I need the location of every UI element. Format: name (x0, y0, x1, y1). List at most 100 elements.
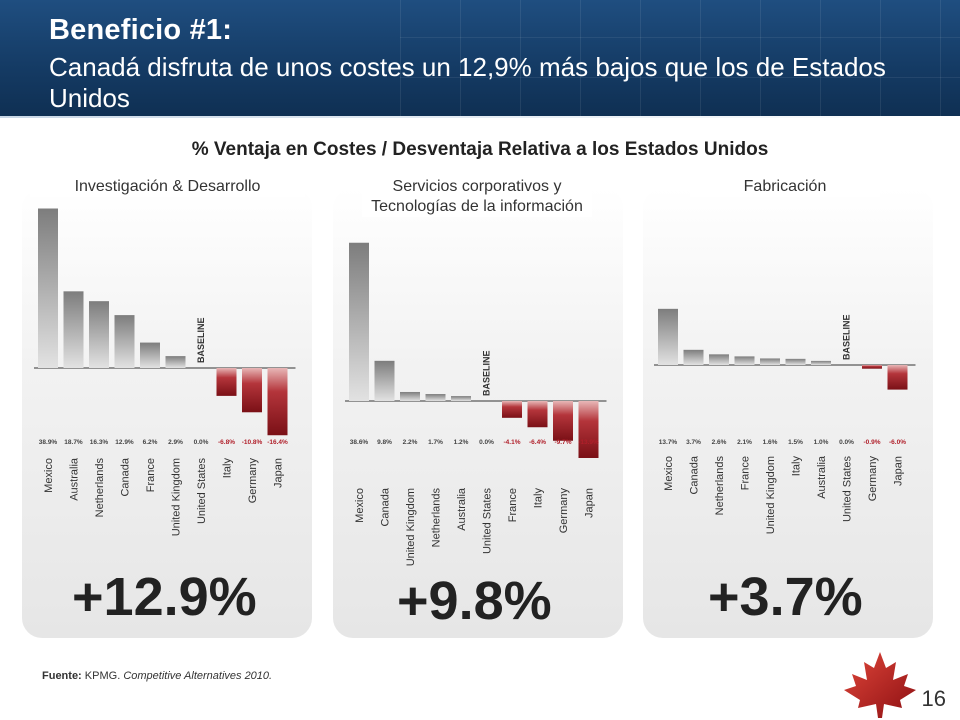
bar-united-kingdom (760, 358, 780, 365)
data-label: 1.5% (788, 439, 803, 446)
maple-leaf-icon (844, 652, 916, 718)
panel-manufacturing (643, 188, 933, 638)
category-label: Japan (584, 488, 596, 518)
data-label: 18.7% (64, 439, 83, 446)
bar-italy (527, 401, 548, 428)
category-label: France (145, 458, 157, 492)
category-label: United States (196, 458, 208, 525)
category-label: Australia (816, 455, 828, 499)
data-label: 0.0% (479, 439, 494, 446)
bar-netherlands (709, 354, 729, 365)
bar-canada (114, 315, 135, 368)
category-label: United States (482, 488, 494, 555)
bar-france (502, 401, 522, 418)
bar-germany (242, 368, 262, 413)
bar-australia (811, 360, 831, 365)
source-label: Fuente: (42, 670, 82, 682)
category-label: Japan (893, 456, 905, 486)
category-label: France (740, 456, 752, 490)
headline-manufacturing: +3.7% (708, 567, 863, 627)
bar-australia (451, 396, 471, 401)
data-label: 0.0% (839, 439, 854, 446)
data-label: 0.0% (194, 439, 209, 446)
category-label: Germany (558, 488, 570, 534)
data-label: -16.4% (267, 439, 288, 446)
bar-mexico (38, 208, 58, 368)
data-label: 1.7% (428, 439, 443, 446)
category-label: Canada (689, 455, 701, 494)
data-label: 2.6% (712, 439, 727, 446)
bar-netherlands (425, 394, 446, 401)
category-label: Italy (222, 458, 234, 479)
baseline-label: BASELINE (196, 317, 206, 363)
data-label: -13.9% (578, 439, 599, 446)
data-label: -4.1% (504, 439, 521, 446)
category-label: United States (842, 456, 854, 523)
bar-united-kingdom (400, 391, 420, 401)
bar-france (140, 342, 160, 368)
category-label: Netherlands (431, 488, 443, 548)
bar-netherlands (89, 301, 109, 368)
category-label: Australia (456, 487, 468, 531)
data-label: -6.4% (529, 439, 546, 446)
data-label: 2.2% (403, 439, 418, 446)
bar-japan (267, 368, 288, 436)
headline-services: +9.8% (397, 571, 552, 631)
category-label: France (507, 488, 519, 522)
data-label: 2.1% (737, 439, 752, 446)
category-label: Mexico (663, 456, 675, 491)
headline-rd: +12.9% (72, 567, 257, 627)
data-label: 2.9% (168, 439, 183, 446)
data-label: 38.6% (350, 439, 369, 446)
category-label: Australia (69, 457, 81, 501)
data-label: 6.2% (143, 439, 158, 446)
source-author: KPMG. (84, 670, 121, 682)
data-label: -6.0% (889, 439, 906, 446)
bar-germany (553, 401, 573, 441)
bar-canada (374, 360, 395, 401)
panel-title-rd: Investigación & Desarrollo (30, 177, 305, 197)
data-label: 3.7% (686, 439, 701, 446)
panel-rd (22, 188, 312, 638)
data-label: 1.6% (763, 439, 778, 446)
data-label: 1.0% (814, 439, 829, 446)
category-label: Netherlands (714, 456, 726, 516)
data-label: 16.3% (90, 439, 109, 446)
slide-subtitle: Canadá disfruta de unos costes un 12,9% … (49, 52, 886, 113)
category-label: Netherlands (94, 458, 106, 518)
bar-france (734, 356, 755, 365)
bar-mexico (349, 242, 369, 401)
bar-united-kingdom (165, 356, 186, 368)
header-banner (0, 0, 960, 118)
bar-italy (785, 358, 806, 365)
panel-services (333, 188, 623, 638)
panel-title-services: Servicios corporativos y Tecnologías de … (362, 177, 592, 217)
source-note: Fuente: KPMG. Competitive Alternatives 2… (42, 670, 272, 682)
page-number: 16 (921, 686, 946, 711)
baseline-label: BASELINE (842, 314, 852, 360)
category-label: United Kingdom (405, 488, 417, 566)
source-title: Competitive Alternatives 2010. (123, 670, 273, 682)
bar-germany (862, 365, 882, 369)
data-label: 38.9% (39, 439, 58, 446)
data-label: 1.2% (454, 439, 469, 446)
bar-canada (683, 349, 704, 365)
chart-heading: % Ventaja en Costes / Desventaja Relativ… (191, 139, 769, 160)
category-label: Mexico (43, 458, 55, 493)
bar-italy (216, 368, 237, 396)
data-label: -0.9% (864, 439, 881, 446)
category-label: Italy (791, 456, 803, 477)
data-label: -9.7% (555, 439, 572, 446)
category-label: Canada (380, 487, 392, 526)
baseline-label: BASELINE (482, 350, 492, 396)
data-label: -10.8% (242, 439, 263, 446)
data-label: 12.9% (115, 439, 134, 446)
bar-japan (578, 401, 599, 458)
data-label: 13.7% (659, 439, 678, 446)
bar-australia (63, 291, 84, 368)
category-label: Germany (867, 456, 879, 502)
header-divider (0, 116, 960, 118)
bar-japan (887, 365, 908, 390)
